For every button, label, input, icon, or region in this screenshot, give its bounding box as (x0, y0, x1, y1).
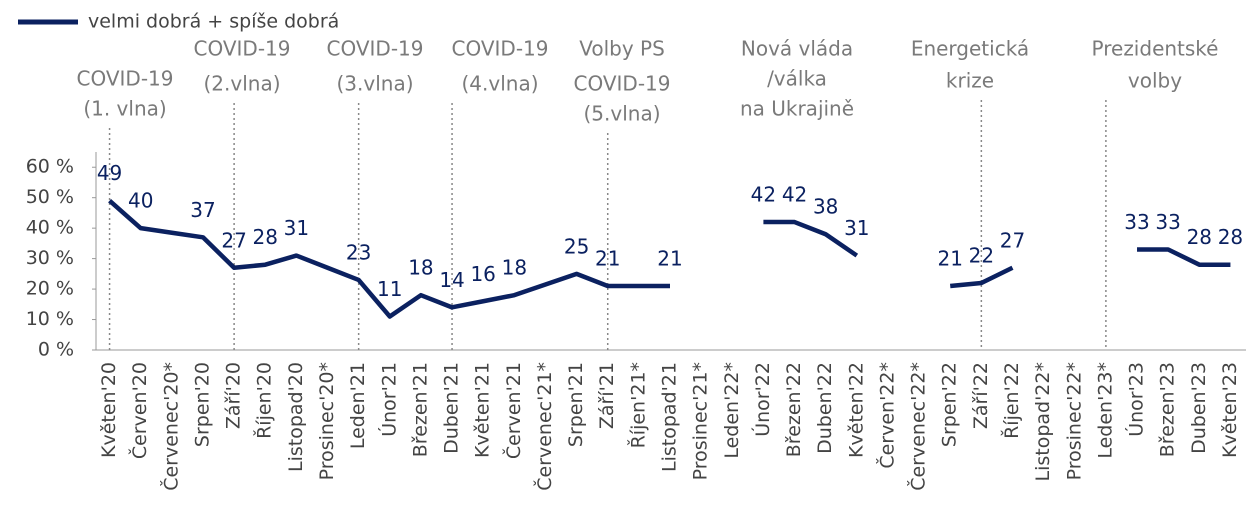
data-label: 42 (782, 183, 807, 207)
data-label: 21 (937, 247, 962, 271)
data-label: 33 (1155, 210, 1180, 234)
data-label: 28 (1187, 225, 1212, 249)
data-label: 49 (97, 161, 122, 185)
annotation: /válka (767, 67, 827, 91)
data-label: 27 (1000, 228, 1025, 252)
x-tick-label: Prosinec'22* (1063, 362, 1085, 480)
annotation: COVID-19 (573, 72, 670, 96)
y-tick-label: 0 % (38, 339, 74, 361)
x-tick-label: Leden'22* (721, 362, 743, 459)
x-tick-label: Květen'23 (1219, 362, 1241, 458)
annotation: na Ukrajině (740, 97, 854, 121)
data-label: 37 (190, 198, 215, 222)
x-tick-label: Srpen'20 (191, 362, 213, 447)
annotation: Volby PS (579, 37, 665, 61)
data-label: 31 (844, 216, 869, 240)
annotation: (4.vlna) (461, 72, 538, 96)
y-tick-label: 50 % (26, 186, 74, 208)
y-tick-label: 60 % (26, 156, 74, 178)
x-tick-label: Říjen'20 (253, 362, 276, 439)
x-tick-label: Září'21 (596, 362, 618, 429)
annotation: Nová vláda (741, 37, 853, 61)
x-tick-label: Říjen'22 (1000, 362, 1023, 439)
series-line (108, 199, 1231, 319)
data-label: 31 (284, 216, 309, 240)
annotation: (2.vlna) (203, 72, 280, 96)
x-tick-label: Únor'22 (750, 362, 774, 437)
x-tick-label: Listopad'20 (285, 362, 307, 472)
y-tick-label: 30 % (26, 247, 74, 269)
legend-label: velmi dobrá + spíše dobrá (88, 11, 339, 33)
x-tick-label: Březen'21 (409, 362, 431, 457)
x-tick-label: Březen'23 (1157, 362, 1179, 457)
x-tick-label: Červenec'20* (158, 362, 182, 491)
data-label: 38 (813, 195, 838, 219)
x-tick-label: Červenec'22* (906, 362, 930, 491)
x-tick-label: Prosinec'20* (316, 362, 338, 480)
annotation: volby (1128, 69, 1182, 93)
x-tick-label: Leden'23* (1094, 362, 1116, 459)
data-label: 28 (253, 225, 278, 249)
x-tick-label: Duben'21 (441, 362, 463, 454)
annotation: Energetická (911, 37, 1029, 61)
x-tick-label: Květen'22 (845, 362, 867, 458)
x-tick-label: Srpen'22 (939, 362, 961, 447)
x-tick-label: Březen'22 (783, 362, 805, 457)
data-label: 22 (969, 243, 994, 267)
x-tick-label: Červen'20 (127, 362, 151, 459)
x-tick-label: Červen'22* (874, 362, 898, 469)
data-label: 23 (346, 240, 371, 264)
x-tick-label: Září'22 (970, 362, 992, 429)
x-tick-label: Srpen'21 (565, 362, 587, 447)
annotation: (3.vlna) (336, 72, 413, 96)
annotation: COVID-19 (451, 37, 548, 61)
x-tick-label: Únor'21 (376, 362, 400, 437)
x-tick-label: Květen'21 (472, 362, 494, 458)
x-tick-label: Květen'20 (98, 362, 120, 458)
data-label: 40 (128, 189, 153, 213)
x-tick-label: Červen'21 (501, 362, 525, 459)
data-label: 18 (502, 256, 527, 280)
y-tick-label: 20 % (26, 278, 74, 300)
x-tick-label: Říjen'21* (626, 362, 649, 448)
data-label: 25 (564, 234, 589, 258)
x-tick-label: Leden'21 (347, 362, 369, 449)
data-label: 18 (408, 256, 433, 280)
x-tick-label: Září'20 (223, 362, 245, 429)
data-label: 33 (1124, 210, 1149, 234)
x-tick-label: Listopad'22* (1032, 362, 1054, 482)
annotation: COVID-19 (193, 37, 290, 61)
annotation: (5.vlna) (583, 102, 660, 126)
annotation: COVID-19 (76, 67, 173, 91)
data-label: 21 (657, 247, 682, 271)
data-label: 27 (221, 228, 246, 252)
data-label: 21 (595, 247, 620, 271)
data-label: 11 (377, 277, 402, 301)
annotation: krize (946, 69, 994, 93)
y-tick-label: 40 % (26, 217, 74, 239)
data-label: 16 (470, 262, 495, 286)
data-label: 42 (751, 183, 776, 207)
x-tick-label: Únor'23 (1124, 362, 1148, 437)
x-tick-label: Prosinec'21* (690, 362, 712, 480)
annotation: Prezidentské (1092, 37, 1219, 61)
annotation: (1. vlna) (83, 97, 166, 121)
x-tick-label: Duben'22 (814, 362, 836, 454)
x-tick-label: Listopad'21 (659, 362, 681, 472)
annotation: COVID-19 (326, 37, 423, 61)
y-tick-label: 10 % (26, 308, 74, 330)
x-tick-label: Duben'23 (1188, 362, 1210, 454)
data-label: 28 (1218, 225, 1243, 249)
x-tick-label: Červenec'21* (532, 362, 556, 491)
data-label: 14 (439, 268, 464, 292)
